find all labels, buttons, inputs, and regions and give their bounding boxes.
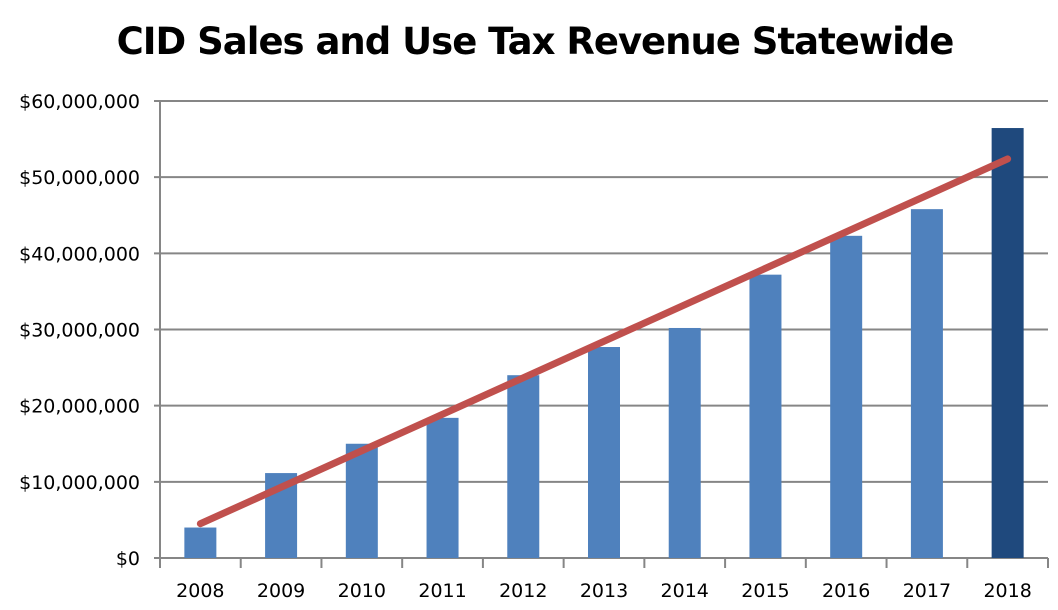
bar-2008 — [184, 527, 217, 558]
y-tick-label: $50,000,000 — [19, 167, 140, 189]
x-tick-label: 2008 — [176, 580, 224, 602]
chart-title: CID Sales and Use Tax Revenue Statewide — [116, 20, 955, 63]
bar-2012 — [507, 375, 540, 558]
x-tick-label: 2013 — [580, 580, 628, 602]
y-tick-label: $40,000,000 — [19, 243, 140, 265]
y-tick-label: $10,000,000 — [19, 472, 140, 494]
x-tick-label: 2015 — [741, 580, 789, 602]
x-tick-label: 2018 — [983, 580, 1031, 602]
bar-2018 — [991, 128, 1024, 558]
bar-2011 — [426, 417, 459, 558]
x-tick-label: 2009 — [257, 580, 305, 602]
y-tick-label: $0 — [116, 548, 140, 570]
x-tick-label: 2014 — [661, 580, 709, 602]
x-tick-label: 2017 — [903, 580, 951, 602]
x-tick-label: 2012 — [499, 580, 547, 602]
bar-2016 — [830, 235, 863, 558]
y-tick-label: $20,000,000 — [19, 396, 140, 418]
bar-2013 — [588, 347, 620, 558]
x-tick-label: 2011 — [418, 580, 466, 602]
bar-2014 — [668, 327, 701, 558]
y-tick-label: $60,000,000 — [19, 91, 140, 113]
y-tick-label: $30,000,000 — [19, 320, 140, 342]
bar-2015 — [749, 274, 782, 558]
bar-2017 — [910, 209, 943, 558]
x-tick-label: 2010 — [338, 580, 386, 602]
x-tick-label: 2016 — [822, 580, 870, 602]
bar-2010 — [345, 443, 378, 558]
trendline — [196, 155, 1012, 528]
